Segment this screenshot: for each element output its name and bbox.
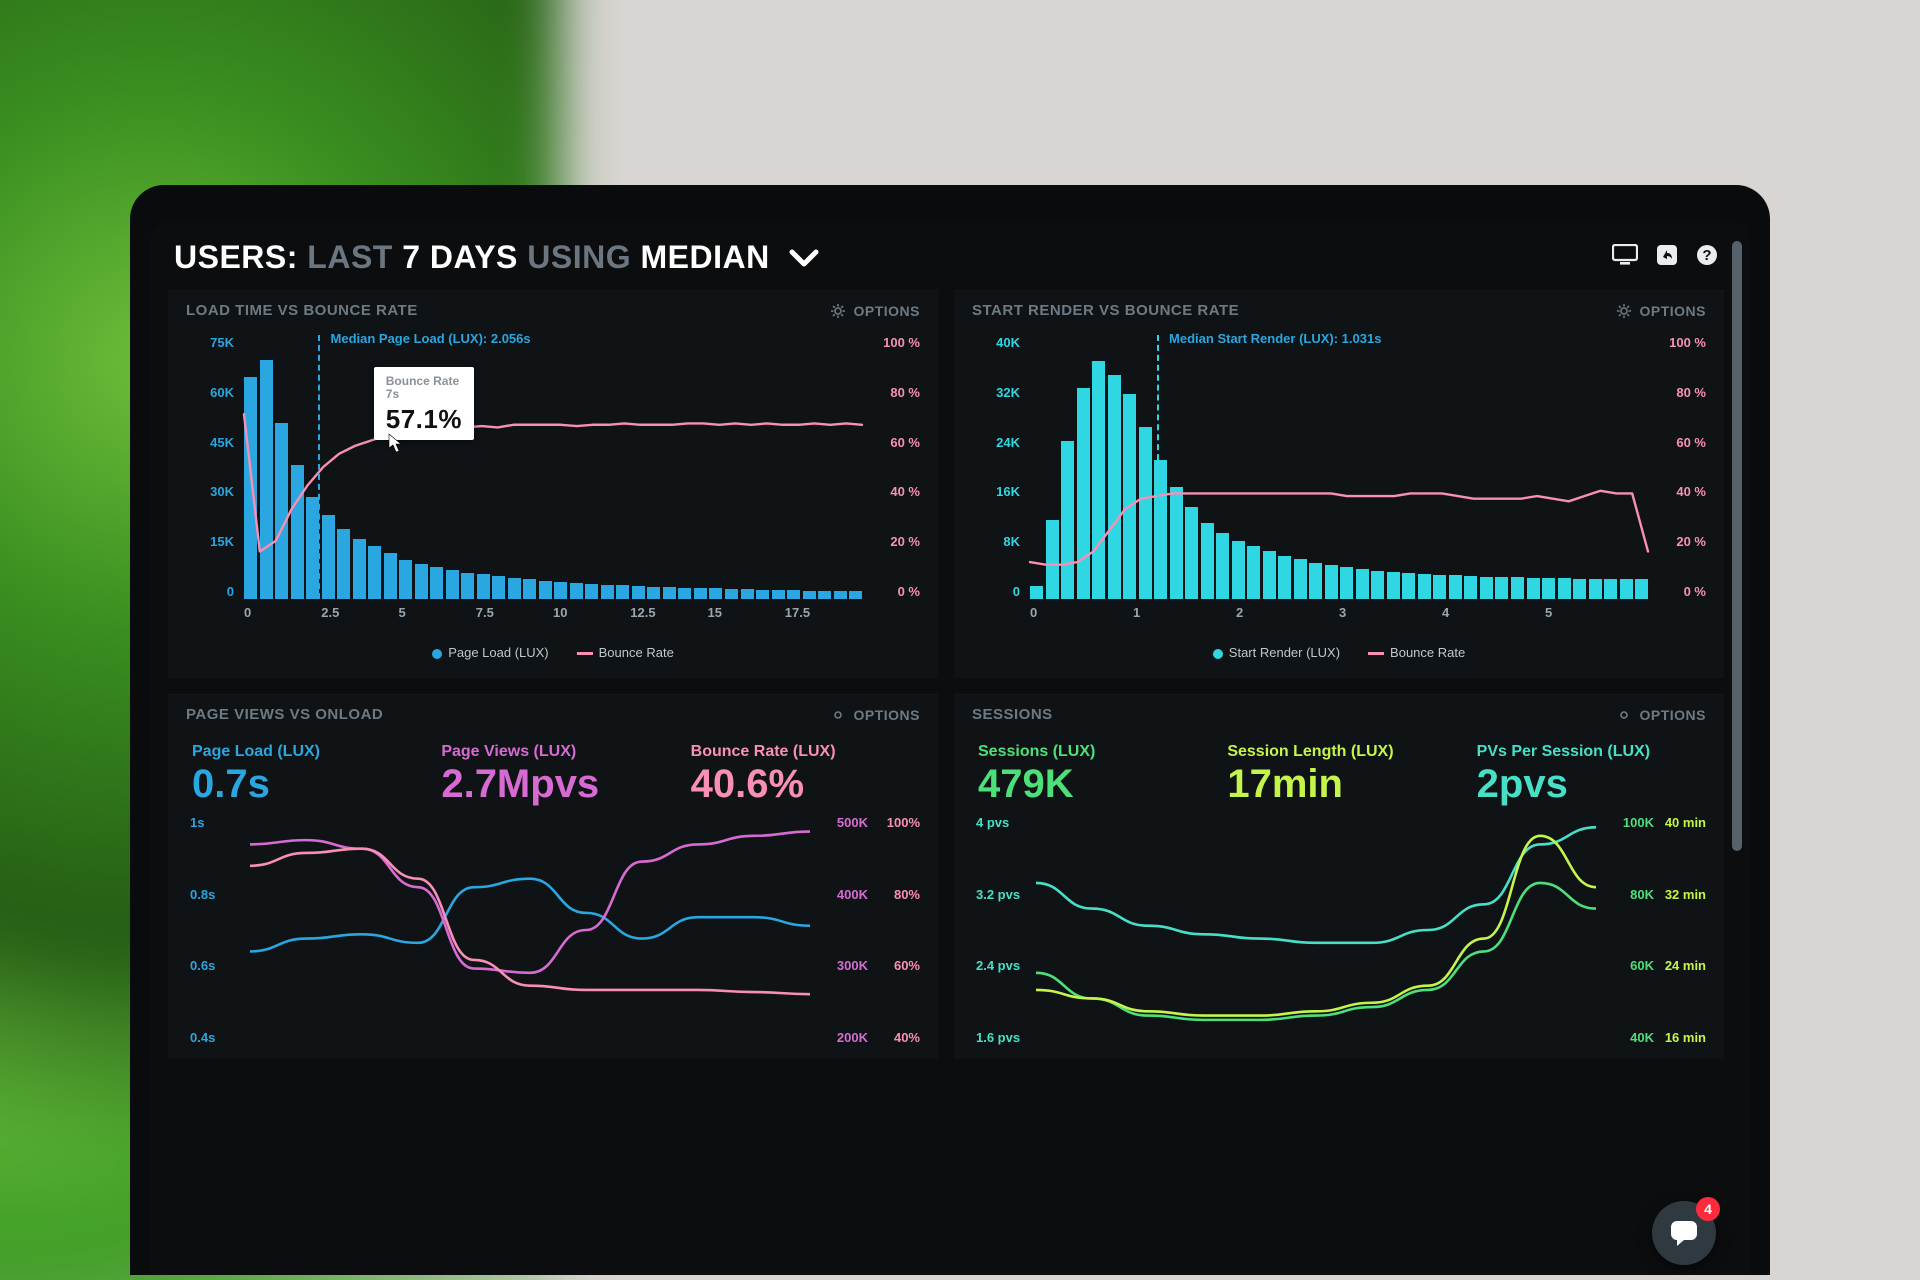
- y-axis-left: 75K60K45K30K15K0: [186, 335, 240, 599]
- metric[interactable]: PVs Per Session (LUX)2pvs: [1477, 743, 1700, 805]
- y-axis-left: 1s0.8s0.6s0.4s: [190, 815, 244, 1045]
- y-axis-right: 100 %80 %60 %40 %20 %0 %: [866, 335, 920, 599]
- plot-area: [250, 823, 810, 1037]
- notification-badge: 4: [1696, 1197, 1720, 1221]
- card-pageviews-onload: PAGE VIEWS VS ONLOAD OPTIONS Page Load (…: [168, 694, 938, 1059]
- options-button[interactable]: OPTIONS: [1617, 303, 1706, 319]
- lines: [250, 823, 810, 1037]
- metric[interactable]: Page Load (LUX)0.7s: [192, 743, 415, 805]
- options-button[interactable]: OPTIONS: [831, 707, 920, 723]
- y-axis-right-2: 40 min32 min24 min16 min: [1654, 815, 1706, 1045]
- title-prefix: USERS:: [174, 239, 298, 275]
- card-sessions: SESSIONS OPTIONS Sessions (LUX)479KSessi…: [954, 694, 1724, 1059]
- dashboard-screen: USERS: LAST 7 DAYS USING MEDIAN ?: [150, 221, 1750, 1275]
- gear-icon: [1617, 708, 1631, 722]
- plot-area: [1036, 823, 1596, 1037]
- header-actions: ?: [1612, 244, 1718, 271]
- options-button[interactable]: OPTIONS: [831, 303, 920, 319]
- gear-icon: [1617, 304, 1631, 318]
- metric[interactable]: Sessions (LUX)479K: [978, 743, 1201, 805]
- chart-area: 75K60K45K30K15K0 100 %80 %60 %40 %20 %0 …: [186, 335, 920, 635]
- chat-icon: [1669, 1219, 1699, 1247]
- title-last: LAST: [307, 239, 393, 275]
- median-line: [318, 335, 320, 599]
- card-title: SESSIONS: [972, 706, 1053, 723]
- bounce-line: [1030, 335, 1648, 599]
- gear-icon: [831, 304, 845, 318]
- tooltip: Bounce Rate 7s 57.1%: [374, 367, 474, 440]
- x-axis: 012345: [1030, 605, 1648, 635]
- y-axis-right-2: 100%80%60%40%: [868, 815, 920, 1045]
- y-axis-left: 40K32K24K16K8K0: [972, 335, 1026, 599]
- card-title: LOAD TIME VS BOUNCE RATE: [186, 302, 418, 319]
- card-load-vs-bounce: LOAD TIME VS BOUNCE RATE OPTIONS 75K60K4…: [168, 290, 938, 678]
- metric-row: Page Load (LUX)0.7s Page Views (LUX)2.7Mp…: [186, 739, 920, 811]
- page-header: USERS: LAST 7 DAYS USING MEDIAN ?: [168, 239, 1724, 290]
- mini-chart: 4 pvs3.2 pvs2.4 pvs1.6 pvs 100K80K60K40K…: [972, 815, 1706, 1045]
- cursor-icon: [388, 433, 404, 453]
- lines: [1036, 823, 1596, 1037]
- metric[interactable]: Page Views (LUX)2.7Mpvs: [441, 743, 664, 805]
- metric-row: Sessions (LUX)479K Session Length (LUX)17…: [972, 739, 1706, 811]
- metric[interactable]: Bounce Rate (LUX)40.6%: [691, 743, 914, 805]
- page-title[interactable]: USERS: LAST 7 DAYS USING MEDIAN: [174, 239, 819, 276]
- card-startrender-vs-bounce: START RENDER VS BOUNCE RATE OPTIONS 40K3…: [954, 290, 1724, 678]
- laptop-bezel: USERS: LAST 7 DAYS USING MEDIAN ?: [130, 185, 1770, 1275]
- scrollbar[interactable]: [1732, 241, 1742, 851]
- svg-text:?: ?: [1702, 247, 1711, 264]
- chevron-down-icon[interactable]: [789, 239, 819, 276]
- title-using: USING: [527, 239, 631, 275]
- share-icon[interactable]: [1656, 244, 1678, 271]
- gear-icon: [831, 708, 845, 722]
- bounce-line: [244, 335, 862, 599]
- plot-area: Median Page Load (LUX): 2.056s Bounce Ra…: [244, 335, 862, 599]
- y-axis-left: 4 pvs3.2 pvs2.4 pvs1.6 pvs: [976, 815, 1030, 1045]
- help-icon[interactable]: ?: [1696, 244, 1718, 271]
- x-axis: 02.557.51012.51517.5: [244, 605, 862, 635]
- median-label: Median Start Render (LUX): 1.031s: [1169, 331, 1381, 346]
- top-row: LOAD TIME VS BOUNCE RATE OPTIONS 75K60K4…: [168, 290, 1724, 678]
- card-title: START RENDER VS BOUNCE RATE: [972, 302, 1239, 319]
- legend: Start Render (LUX)Bounce Rate: [972, 635, 1706, 664]
- y-axis-right: 100 %80 %60 %40 %20 %0 %: [1652, 335, 1706, 599]
- card-title: PAGE VIEWS VS ONLOAD: [186, 706, 383, 723]
- metric[interactable]: Session Length (LUX)17min: [1227, 743, 1450, 805]
- median-line: [1157, 335, 1159, 599]
- legend: Page Load (LUX)Bounce Rate: [186, 635, 920, 664]
- title-agg: MEDIAN: [641, 239, 770, 275]
- mini-chart: 1s0.8s0.6s0.4s 500K400K300K200K 100%80%6…: [186, 815, 920, 1045]
- options-button[interactable]: OPTIONS: [1617, 707, 1706, 723]
- median-label: Median Page Load (LUX): 2.056s: [331, 331, 531, 346]
- plot-area: Median Start Render (LUX): 1.031s: [1030, 335, 1648, 599]
- title-days: 7 DAYS: [402, 239, 518, 275]
- chat-button[interactable]: 4: [1652, 1201, 1716, 1265]
- bottom-row: PAGE VIEWS VS ONLOAD OPTIONS Page Load (…: [168, 694, 1724, 1059]
- y-axis-right-1: 500K400K300K200K: [816, 815, 868, 1045]
- y-axis-right-1: 100K80K60K40K: [1602, 815, 1654, 1045]
- chart-area: 40K32K24K16K8K0 100 %80 %60 %40 %20 %0 %…: [972, 335, 1706, 635]
- monitor-icon[interactable]: [1612, 244, 1638, 271]
